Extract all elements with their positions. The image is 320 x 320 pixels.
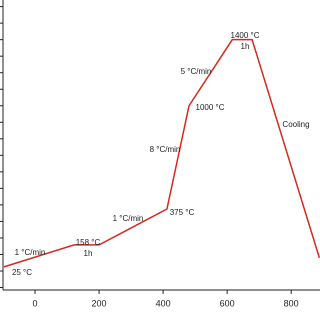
annotation: 8 °C/min bbox=[150, 145, 181, 154]
x-tick-label: 0 bbox=[33, 298, 38, 308]
annotation: 158 °C bbox=[76, 238, 101, 247]
annotation: Cooling bbox=[282, 120, 309, 129]
annotation: 1 °C/min bbox=[113, 214, 144, 223]
annotation: 5 °C/min bbox=[181, 67, 212, 76]
temperature-line bbox=[3, 38, 320, 268]
x-tick-label: 800 bbox=[284, 298, 299, 308]
x-tick-label: 200 bbox=[92, 298, 107, 308]
x-tick-label: 400 bbox=[156, 298, 171, 308]
annotation: 1h bbox=[241, 42, 250, 51]
annotation: 25 °C bbox=[12, 268, 32, 277]
x-tick-label: 600 bbox=[220, 298, 235, 308]
annotation: 1400 °C bbox=[231, 31, 260, 40]
annotation: 1h bbox=[84, 249, 93, 258]
annotation: 1 °C/min bbox=[15, 248, 46, 257]
annotation: 375 °C bbox=[170, 208, 195, 217]
annotation: 1000 °C bbox=[196, 103, 225, 112]
